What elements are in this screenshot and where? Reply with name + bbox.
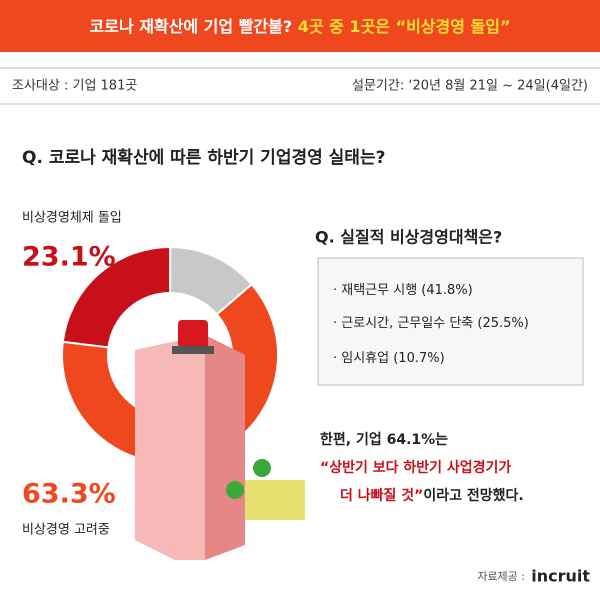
measure: · 임시휴업 (10.7%) <box>333 351 445 366</box>
measure: · 근로시간, 근무일수 단축 (25.5%) <box>333 316 529 331</box>
conclusion-end: 더 나빠질 것”이라고 전망했다. <box>340 487 524 504</box>
measures-title: Q. 실질적 비상경영대책은? <box>315 228 502 247</box>
conclusion-tail: 이라고 전망했다. <box>423 487 523 504</box>
conclusion-quote: 더 나빠질 것” <box>340 487 423 504</box>
measures-box <box>317 257 584 386</box>
source-brand: incruit <box>531 567 590 586</box>
measure: · 재택근무 시행 (41.8%) <box>333 282 473 298</box>
header-title: 코로나 재확산에 기업 빨간불? <box>90 17 293 36</box>
header-highlight: 4곳 중 1곳은 “비상경영 돌입” <box>298 17 511 36</box>
measure-text: 임시휴업 (10.7%) <box>341 351 444 366</box>
measure-text: 근로시간, 근무일수 단축 (25.5%) <box>341 316 529 331</box>
header-band <box>0 0 600 52</box>
conclusion-quote: “상반기 보다 하반기 사업경기가 <box>320 459 511 476</box>
donut-segment <box>61 245 172 349</box>
survey-target: 조사대상 : 기업 181곳 <box>12 79 137 94</box>
label: 비상경영 고려중 <box>22 523 110 538</box>
survey-period: 설문기간: ‘20년 8월 21일 ~ 24일(4일간) <box>352 79 588 94</box>
value-label: 63.3% <box>22 479 116 510</box>
building <box>135 320 305 560</box>
question: Q. 코로나 재확산에 따른 하반기 기업경영 실태는? <box>22 148 385 168</box>
value-label: 23.1% <box>22 242 116 273</box>
header: 코로나 재확산에 기업 빨간불? 4곳 중 1곳은 “비상경영 돌입” <box>90 17 511 36</box>
source-label: 자료제공 : <box>477 570 525 583</box>
conclusion-lead: 한편, 기업 64.1%는 <box>320 431 448 448</box>
label: 비상경영체제 돌입 <box>22 211 122 226</box>
measure-text: 재택근무 시행 (41.8%) <box>341 282 472 298</box>
